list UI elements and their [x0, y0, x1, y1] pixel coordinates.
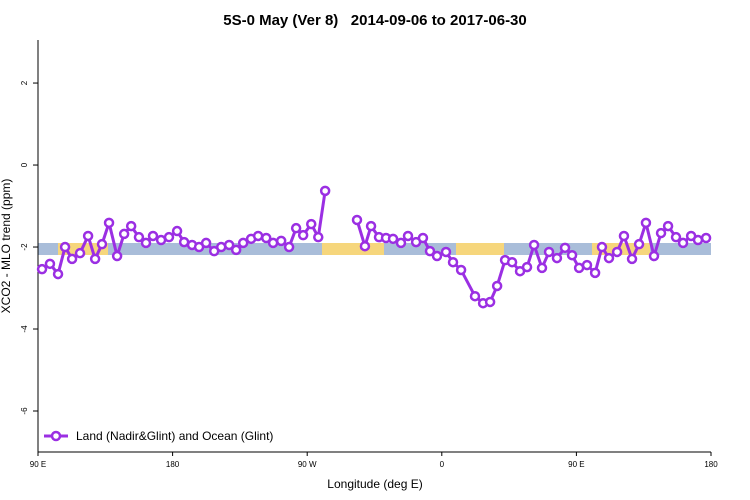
point: [237, 237, 249, 249]
x-tick-label: 90 E: [568, 460, 584, 469]
point: [171, 225, 183, 237]
point: [319, 185, 331, 197]
point: [506, 256, 518, 268]
point: [44, 258, 56, 270]
point: [283, 241, 295, 253]
point: [305, 218, 317, 230]
point: [677, 237, 689, 249]
point: [252, 230, 264, 242]
point: [455, 264, 467, 276]
point: [618, 230, 630, 242]
x-tick-label: 0: [440, 460, 445, 469]
point: [633, 238, 645, 250]
point: [111, 250, 123, 262]
point: [662, 220, 674, 232]
point: [103, 217, 115, 229]
point: [351, 214, 363, 226]
y-tick-label: -4: [20, 325, 29, 333]
point: [603, 252, 615, 264]
point: [670, 231, 682, 243]
point: [469, 290, 481, 302]
point: [648, 250, 660, 262]
point: [491, 280, 503, 292]
point: [36, 263, 48, 275]
point: [700, 232, 712, 244]
point: [626, 253, 638, 265]
point: [118, 228, 130, 240]
point: [66, 253, 78, 265]
point: [611, 246, 623, 258]
x-tick-label: 180: [704, 460, 718, 469]
point: [365, 220, 377, 232]
point: [536, 262, 548, 274]
point: [543, 246, 555, 258]
point: [581, 259, 593, 271]
point: [267, 237, 279, 249]
point: [417, 232, 429, 244]
point: [440, 246, 452, 258]
point: [230, 244, 242, 256]
point: [133, 231, 145, 243]
point: [447, 256, 459, 268]
point: [52, 268, 64, 280]
point: [640, 217, 652, 229]
point: [424, 245, 436, 257]
point: [692, 234, 704, 246]
x-tick-label: 180: [166, 460, 180, 469]
point: [290, 222, 302, 234]
point: [431, 250, 443, 262]
point: [566, 249, 578, 261]
point: [96, 238, 108, 250]
point: [387, 233, 399, 245]
point: [223, 239, 235, 251]
point: [521, 261, 533, 273]
point: [89, 253, 101, 265]
point: [395, 237, 407, 249]
point: [163, 231, 175, 243]
legend-marker: [50, 430, 62, 442]
point: [359, 240, 371, 252]
point: [74, 247, 86, 259]
point: [528, 239, 540, 251]
chart-title: 5S-0 May (Ver 8) 2014-09-06 to 2017-06-3…: [223, 12, 527, 29]
point: [200, 237, 212, 249]
point: [655, 227, 667, 239]
x-tick-label: 90 W: [298, 460, 317, 469]
point: [484, 296, 496, 308]
point: [275, 235, 287, 247]
point: [589, 267, 601, 279]
point: [596, 241, 608, 253]
point: [82, 230, 94, 242]
point: [260, 232, 272, 244]
point: [147, 230, 159, 242]
y-tick-label: 2: [20, 80, 29, 85]
land-band: [322, 243, 384, 255]
point: [402, 230, 414, 242]
legend-label: Land (Nadir&Glint) and Ocean (Glint): [76, 429, 273, 443]
y-axis-label: XCO2 - MLO trend (ppm): [0, 179, 13, 314]
point: [313, 231, 324, 243]
y-tick-label: -6: [20, 407, 29, 415]
legend-item: Land (Nadir&Glint) and Ocean (Glint): [44, 429, 273, 443]
point: [125, 220, 137, 232]
x-axis-label: Longitude (deg E): [327, 477, 422, 491]
y-tick-label: 0: [20, 162, 29, 167]
point: [551, 252, 563, 264]
point: [59, 241, 71, 253]
point: [559, 242, 571, 254]
point: [297, 229, 309, 241]
x-tick-label: 90 E: [30, 460, 46, 469]
land-band: [456, 243, 504, 255]
y-tick-label: -2: [20, 243, 29, 251]
point: [140, 237, 152, 249]
